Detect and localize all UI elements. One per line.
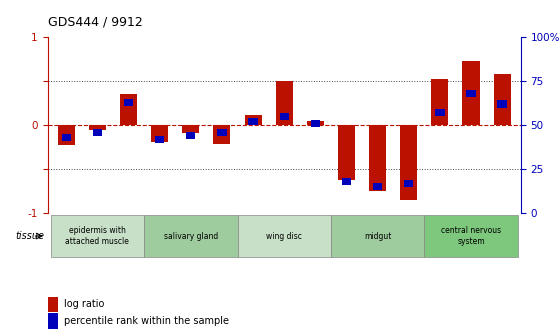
Bar — [497, 100, 507, 108]
Bar — [400, 125, 417, 200]
Text: percentile rank within the sample: percentile rank within the sample — [64, 316, 229, 326]
Bar — [307, 121, 324, 125]
Bar — [249, 118, 258, 125]
Bar — [124, 99, 133, 106]
Bar — [279, 113, 289, 120]
Bar — [144, 215, 237, 257]
Bar — [51, 215, 144, 257]
Bar — [463, 61, 479, 125]
Bar — [217, 129, 227, 136]
Bar — [431, 79, 449, 125]
Text: epidermis with
attached muscle: epidermis with attached muscle — [66, 226, 129, 246]
Bar — [213, 125, 231, 144]
Text: midgut: midgut — [364, 232, 391, 241]
Bar — [93, 129, 102, 136]
Bar — [404, 180, 413, 187]
Bar — [373, 183, 382, 191]
Bar — [62, 134, 71, 141]
Bar — [338, 125, 355, 180]
Text: central nervous
system: central nervous system — [441, 226, 501, 246]
Text: tissue: tissue — [16, 231, 45, 241]
Bar — [89, 125, 106, 130]
Text: log ratio: log ratio — [64, 299, 105, 309]
Bar — [237, 215, 331, 257]
Bar — [48, 313, 58, 329]
Bar — [120, 94, 137, 125]
Bar — [493, 74, 511, 125]
Bar — [466, 90, 475, 97]
Bar — [424, 215, 517, 257]
Bar — [276, 81, 293, 125]
Bar — [48, 297, 58, 312]
Bar — [369, 125, 386, 191]
Bar — [311, 120, 320, 127]
Bar — [331, 215, 424, 257]
Bar — [151, 125, 168, 142]
Text: GDS444 / 9912: GDS444 / 9912 — [48, 15, 142, 29]
Text: salivary gland: salivary gland — [164, 232, 218, 241]
Bar — [342, 178, 351, 185]
Text: wing disc: wing disc — [266, 232, 302, 241]
Bar — [182, 125, 199, 133]
Bar — [245, 115, 262, 125]
Bar — [58, 125, 75, 144]
Bar — [155, 136, 164, 143]
Bar — [435, 109, 445, 116]
Bar — [186, 132, 195, 139]
